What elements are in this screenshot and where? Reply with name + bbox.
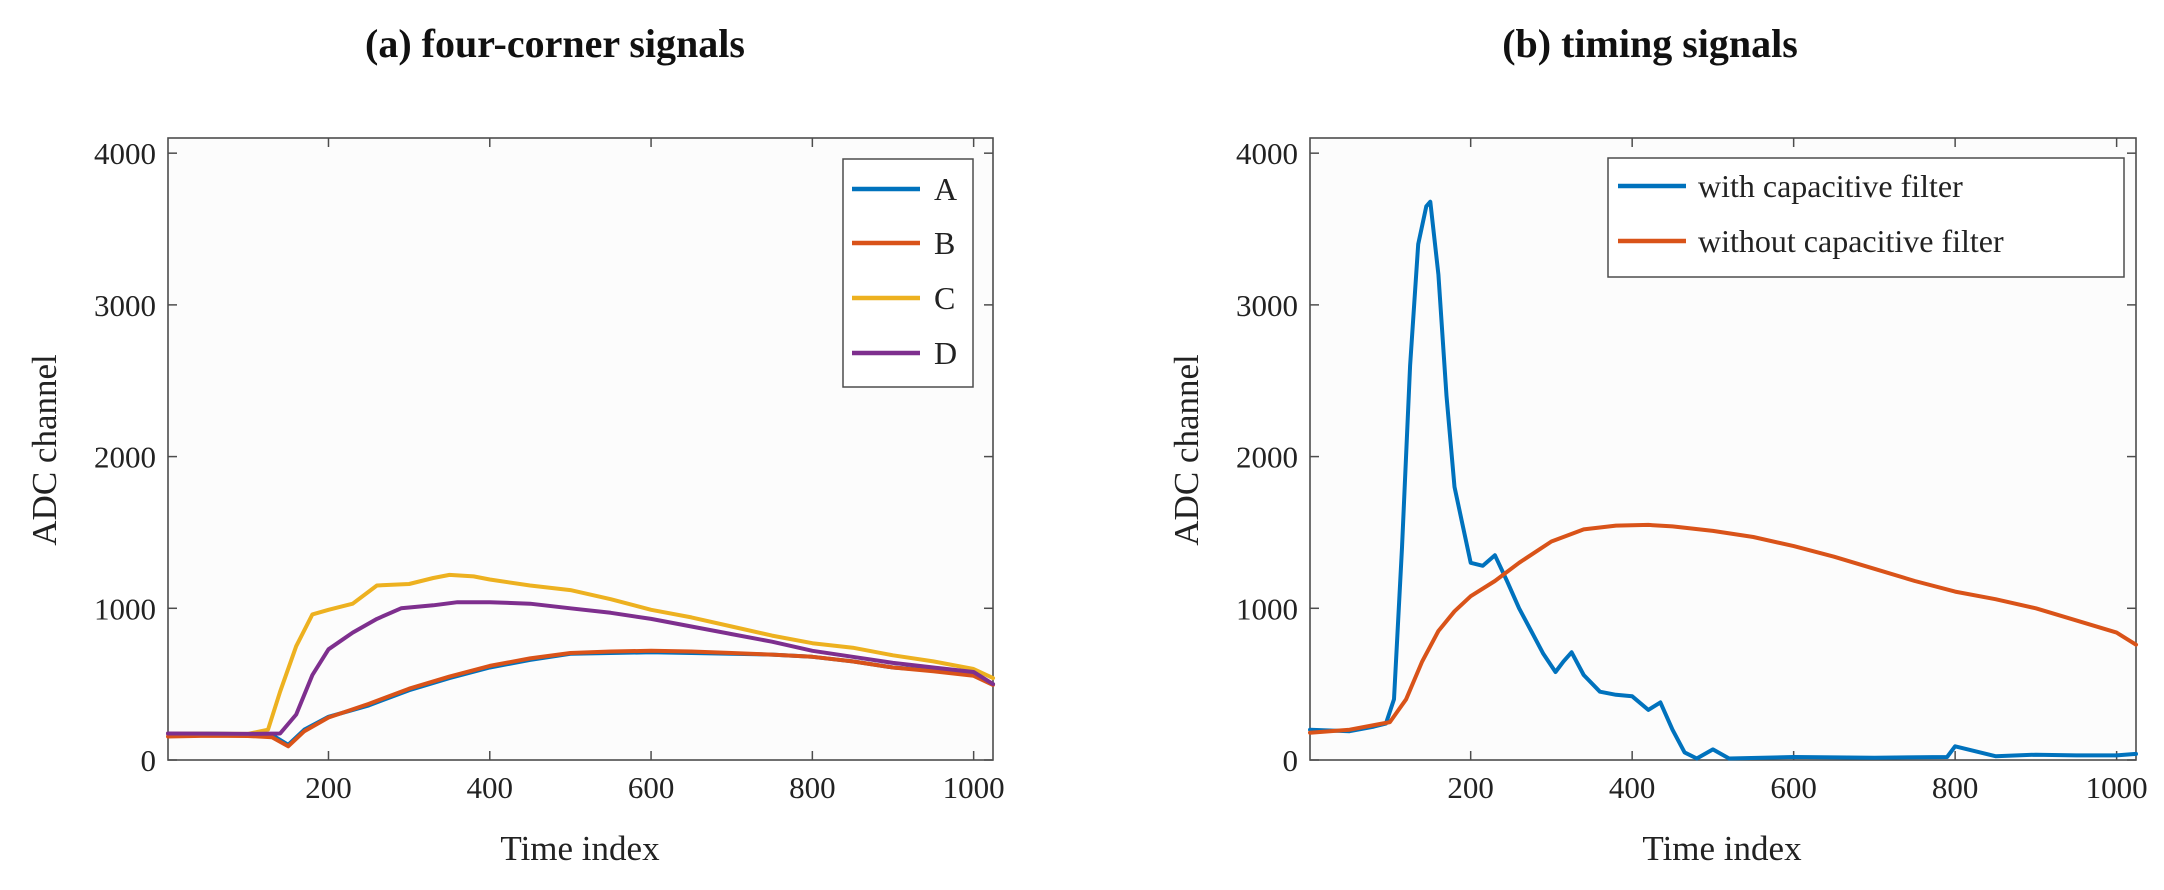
panel-a-x-axis-label: Time index [500, 829, 660, 868]
legend-label-without-filter: without capacitive filter [1698, 223, 2004, 259]
x-tick-label: 200 [305, 770, 352, 805]
y-tick-label: 0 [1283, 743, 1299, 778]
y-tick-label: 1000 [94, 591, 156, 626]
panel-b-lines [1308, 199, 2138, 761]
panel-a-ticks: 200 400 600 800 1000 0 1000 2000 3000 4000 [94, 136, 1005, 805]
panel-b-ticks: 200 400 600 800 1000 0 1000 2000 3000 4000 [1236, 136, 2148, 805]
y-tick-label: 3000 [1236, 288, 1298, 323]
legend-label-with-filter: with capacitive filter [1698, 168, 1963, 204]
series-line-without-capacitive-filter [1308, 522, 2138, 735]
series-line-b [166, 648, 995, 749]
panel-a-y-axis-label: ADC channel [25, 354, 64, 546]
x-tick-label: 1000 [943, 770, 1005, 805]
x-tick-label: 600 [628, 770, 675, 805]
panel-a-title: (a) four-corner signals [365, 21, 745, 66]
y-tick-label: 0 [141, 743, 157, 778]
panel-b-legend-box [1607, 157, 2125, 278]
y-tick-label: 4000 [94, 136, 156, 171]
x-tick-label: 400 [1609, 770, 1656, 805]
panel-b-x-axis-label: Time index [1642, 829, 1802, 868]
panel-a-legend: A B C D [842, 158, 974, 388]
legend-label-d: D [934, 335, 957, 371]
panel-a-legend-box [842, 158, 974, 388]
panel-b-title: (b) timing signals [1502, 21, 1798, 66]
x-tick-label: 800 [1932, 770, 1979, 805]
y-tick-label: 3000 [94, 288, 156, 323]
legend-label-c: C [934, 280, 955, 316]
x-tick-label: 200 [1447, 770, 1494, 805]
x-tick-label: 1000 [2086, 770, 2148, 805]
y-tick-label: 2000 [1236, 440, 1298, 475]
series-line-c [166, 572, 995, 736]
x-tick-label: 800 [789, 770, 836, 805]
y-tick-label: 2000 [94, 440, 156, 475]
panel-b: (b) timing signals 200 400 600 800 1000 0 1000… [1167, 21, 2148, 868]
series-line-d [166, 600, 995, 736]
panel-b-y-axis-label: ADC channel [1167, 354, 1206, 546]
panel-a-lines [166, 572, 995, 749]
y-tick-label: 1000 [1236, 591, 1298, 626]
series-line-with-capacitive-filter [1308, 199, 2138, 761]
x-tick-label: 600 [1770, 770, 1817, 805]
panel-a: (a) four-corner signals 200 400 600 800 1000… [25, 21, 1005, 868]
y-tick-label: 4000 [1236, 136, 1298, 171]
x-tick-label: 400 [467, 770, 514, 805]
legend-label-a: A [934, 171, 957, 207]
panel-b-legend: with capacitive filter without capacitiv… [1607, 157, 2125, 278]
legend-label-b: B [934, 225, 955, 261]
